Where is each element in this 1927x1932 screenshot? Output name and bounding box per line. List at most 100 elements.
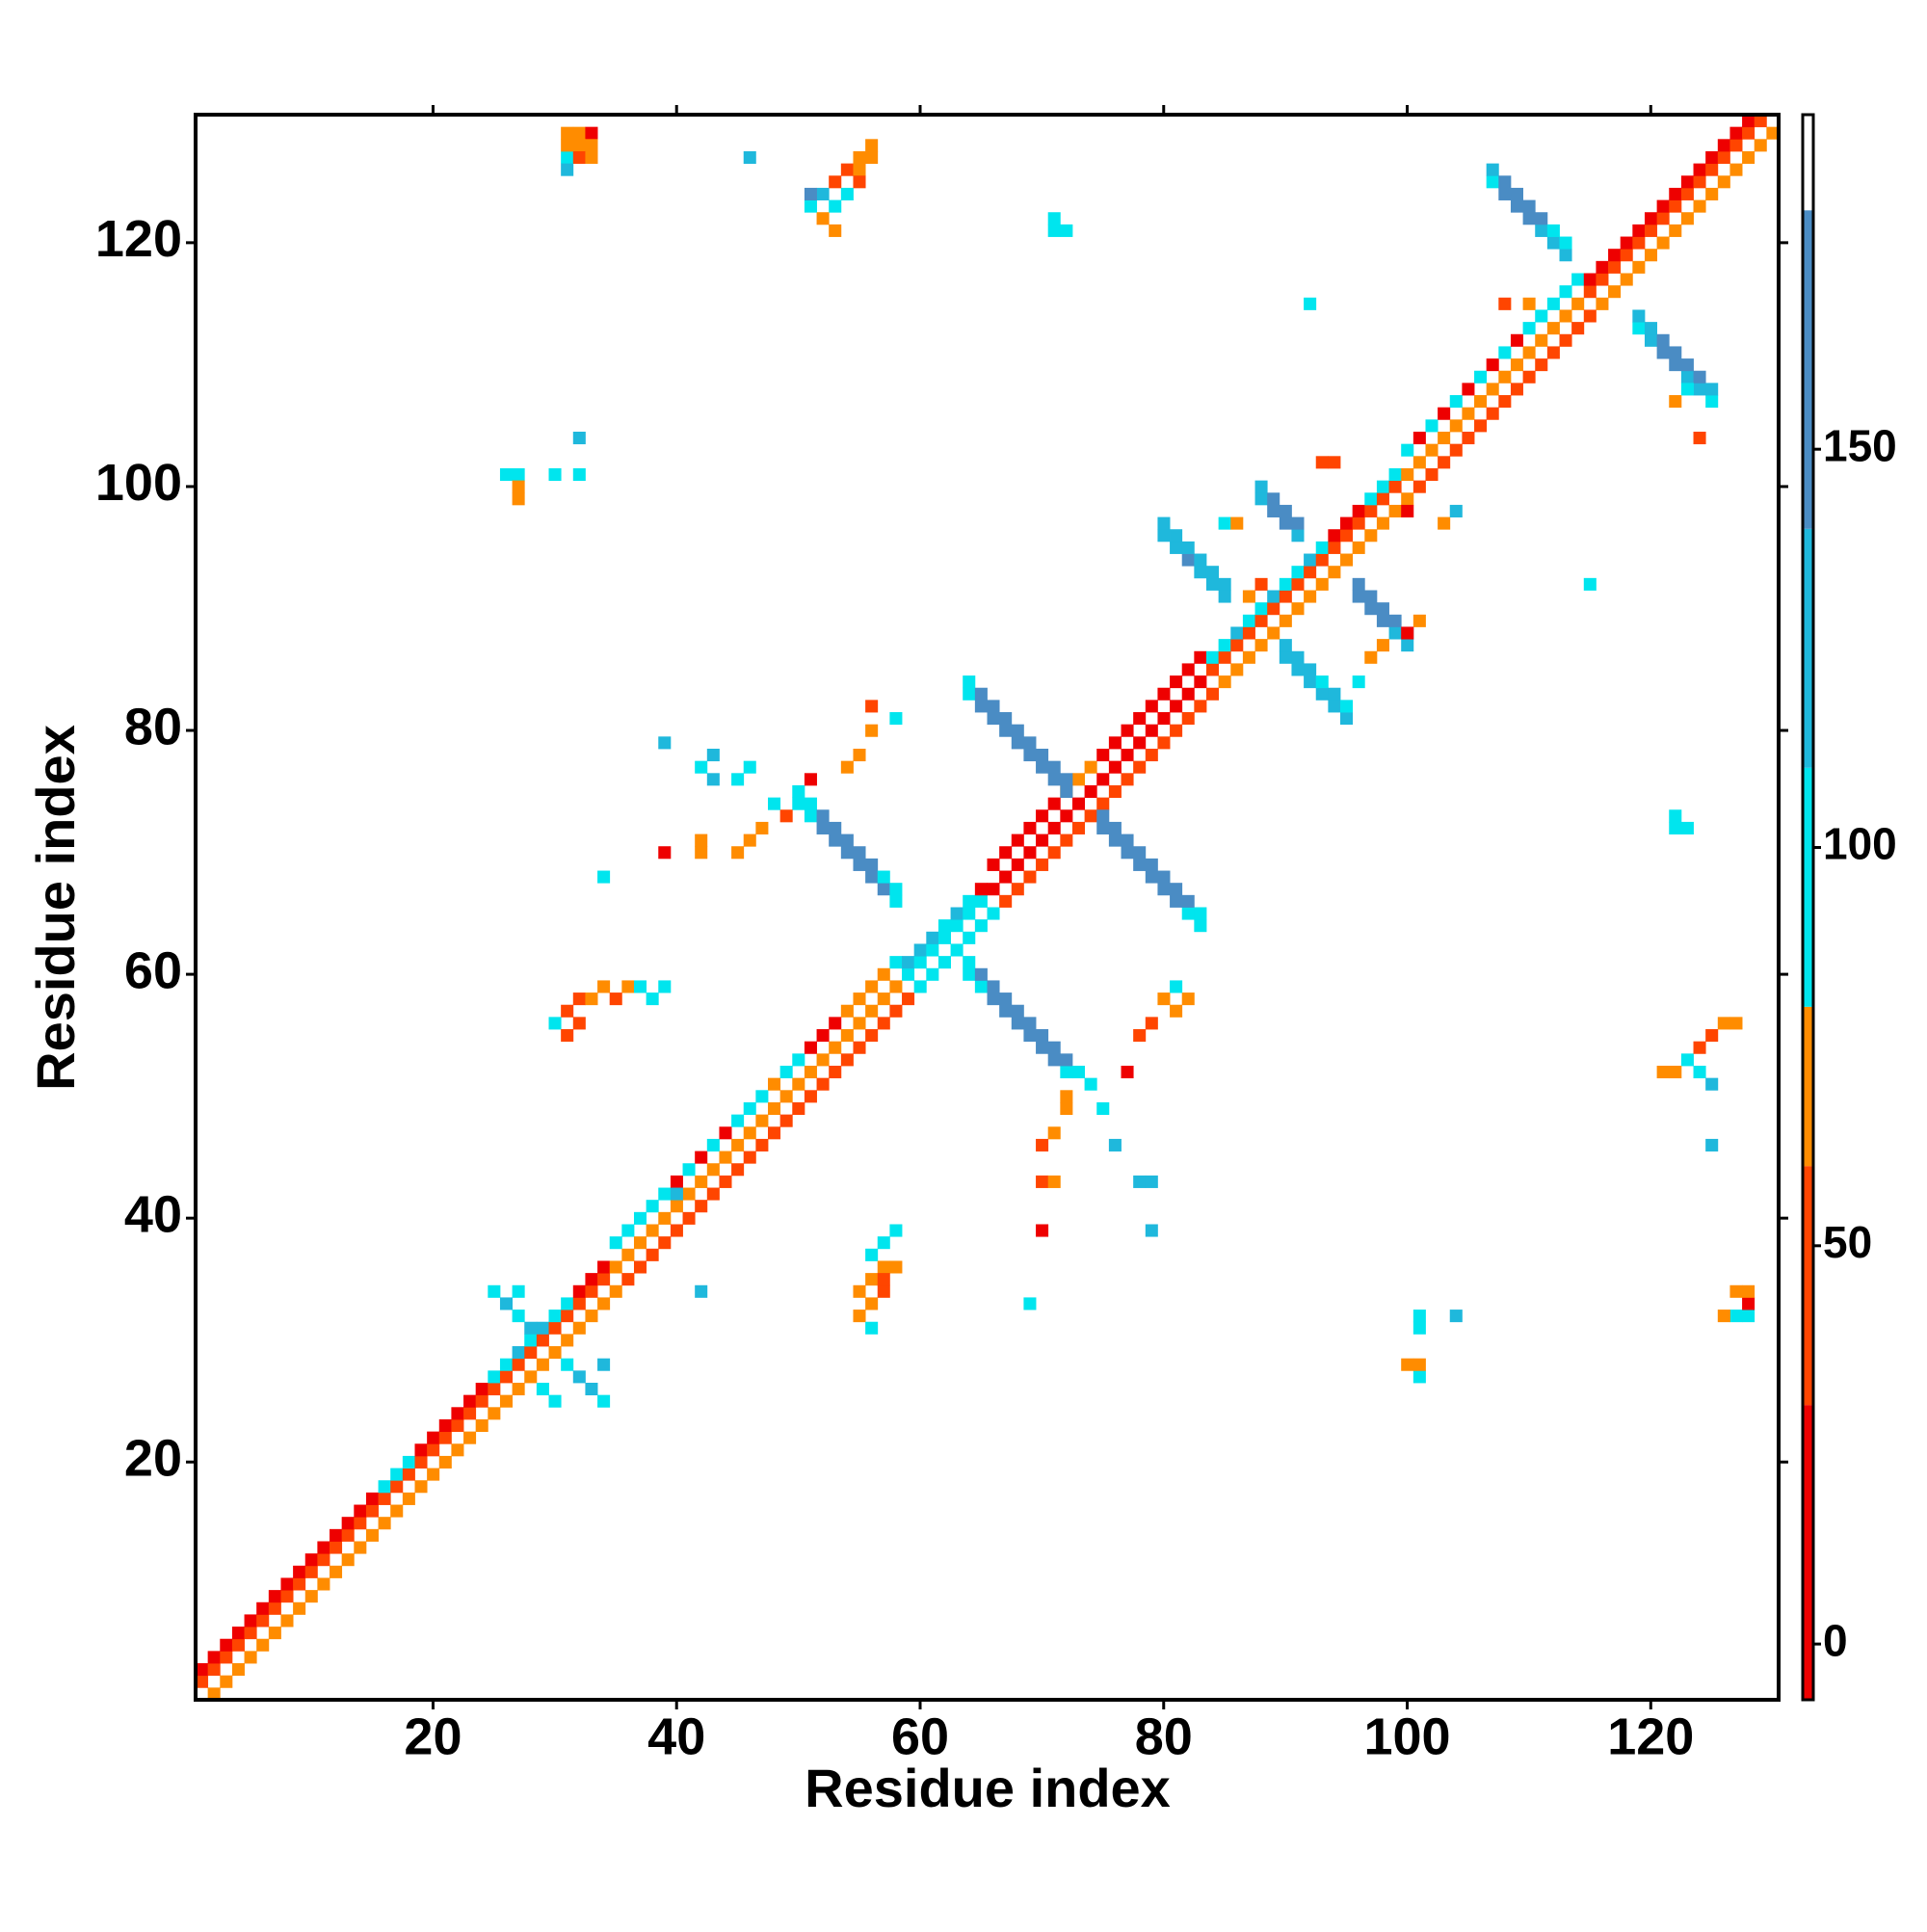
cell <box>865 700 879 713</box>
cell <box>1047 212 1061 225</box>
cell <box>1364 602 1378 616</box>
cell <box>1669 346 1682 359</box>
cell <box>1474 395 1488 409</box>
cell <box>1608 285 1622 299</box>
cell <box>1412 1321 1426 1335</box>
cell <box>706 1163 720 1177</box>
cell <box>1522 212 1536 225</box>
cell <box>779 1066 793 1079</box>
cell <box>695 1151 708 1164</box>
cell <box>1060 1090 1073 1103</box>
cell <box>1401 504 1414 517</box>
cell <box>512 480 525 493</box>
cell <box>1546 346 1560 359</box>
cell <box>1267 602 1280 616</box>
colorbar-tick-label: 150 <box>1823 420 1897 470</box>
cell <box>1546 224 1560 237</box>
cell <box>1315 456 1329 469</box>
cell <box>1036 1175 1049 1188</box>
cell <box>865 1004 879 1018</box>
cell <box>755 1138 769 1151</box>
cell <box>1656 333 1670 347</box>
y-axis-title: Residue index <box>25 725 86 1091</box>
cell <box>548 1394 562 1408</box>
cell <box>365 1528 379 1542</box>
cell <box>597 1260 611 1274</box>
cell <box>597 1273 611 1286</box>
cell <box>1644 322 1658 335</box>
cell <box>719 1175 732 1188</box>
cell <box>1036 749 1049 762</box>
cell <box>609 992 622 1006</box>
cell <box>633 1211 647 1225</box>
cell <box>1047 773 1061 786</box>
cell <box>585 1383 598 1396</box>
cell <box>499 1297 513 1310</box>
cell <box>865 150 879 165</box>
cell <box>1267 590 1280 603</box>
cell <box>1242 650 1255 664</box>
cell <box>1656 212 1670 225</box>
cell <box>1498 187 1512 200</box>
cell <box>1291 650 1305 664</box>
cell <box>1205 577 1220 591</box>
cell <box>926 943 939 957</box>
cell <box>1644 249 1658 262</box>
cell <box>585 992 598 1006</box>
cell <box>1364 590 1378 603</box>
cell <box>1583 273 1597 286</box>
cell <box>304 1590 318 1603</box>
cell <box>572 126 586 140</box>
cell <box>572 992 586 1006</box>
cell <box>609 1260 622 1274</box>
cell <box>1133 712 1147 726</box>
cell <box>280 1577 294 1591</box>
cell <box>1315 687 1329 701</box>
x-tick-label: 60 <box>891 1707 949 1765</box>
cell <box>1632 322 1646 335</box>
cell <box>561 1310 574 1323</box>
x-tick-label: 120 <box>1607 1707 1694 1765</box>
cell <box>1510 187 1523 200</box>
cell <box>999 724 1013 737</box>
cell <box>1036 1224 1049 1237</box>
cell <box>1632 224 1646 237</box>
cell <box>1060 784 1073 799</box>
cell <box>1145 724 1158 737</box>
cell <box>1669 199 1682 213</box>
cell <box>1401 467 1414 482</box>
cell <box>1535 333 1548 347</box>
cell <box>304 1553 318 1567</box>
cell <box>427 1443 440 1457</box>
cell <box>1571 322 1585 335</box>
cell <box>1412 432 1426 445</box>
cell <box>231 1638 245 1652</box>
cell <box>731 846 745 860</box>
cell <box>743 760 756 774</box>
cell <box>987 858 1000 871</box>
cell <box>1170 894 1183 908</box>
cell <box>1047 1053 1061 1067</box>
cell <box>743 834 756 847</box>
cell <box>341 1528 355 1542</box>
cell <box>463 1407 477 1420</box>
cell <box>1754 139 1767 152</box>
cell <box>853 1310 866 1323</box>
colorbar-segment <box>1803 1405 1813 1700</box>
cell <box>621 1273 635 1286</box>
cell <box>1474 419 1488 433</box>
cell <box>1011 883 1024 896</box>
cell <box>1632 309 1646 323</box>
cell <box>1717 139 1730 152</box>
cell <box>1340 516 1354 530</box>
cell <box>1023 1017 1037 1030</box>
cell <box>1620 236 1633 250</box>
cell <box>840 1053 854 1067</box>
cell <box>1328 700 1341 713</box>
cell <box>1705 1029 1719 1043</box>
cell <box>1559 236 1572 250</box>
cell <box>1462 432 1475 445</box>
cell <box>937 956 951 969</box>
cell <box>499 467 513 482</box>
cell <box>1438 432 1451 445</box>
